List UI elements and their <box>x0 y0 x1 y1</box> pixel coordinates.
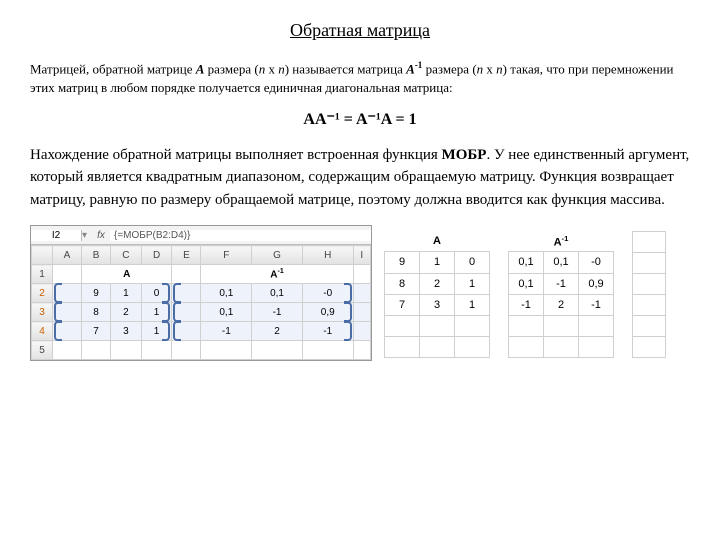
row-hdr[interactable]: 3 <box>32 303 53 322</box>
cell[interactable]: 0,1 <box>201 284 252 303</box>
cell: 1 <box>455 273 490 294</box>
cell[interactable]: 2 <box>111 303 142 322</box>
cell[interactable]: 1 <box>111 284 142 303</box>
t: -1 <box>323 326 332 337</box>
t: 0,9 <box>321 307 335 318</box>
formula-bar: I2 ▾ fx {=МОБР(B2:D4)} <box>31 226 371 245</box>
cell: 1 <box>455 294 490 315</box>
cell[interactable]: 0 <box>141 284 172 303</box>
excel-screenshot: I2 ▾ fx {=МОБР(B2:D4)} A B C D E F G H I… <box>30 225 372 361</box>
cell[interactable]: 1 <box>141 322 172 341</box>
body-paragraph: Нахождение обратной матрицы выполняет вс… <box>30 144 690 212</box>
t: -1 <box>562 234 569 243</box>
col-hdr[interactable]: G <box>252 246 303 265</box>
t: 1 <box>154 307 160 318</box>
col-hdr[interactable]: H <box>302 246 353 265</box>
cell: 9 <box>385 252 420 273</box>
col-hdr[interactable]: B <box>82 246 111 265</box>
label-A: A <box>82 265 172 284</box>
row-2: 2 9 1 0 0,1 0,1 -0 <box>32 284 371 303</box>
row-hdr[interactable]: 2 <box>32 284 53 303</box>
t: Матрицей, обратной матрице <box>30 61 196 76</box>
t: 1 <box>154 326 160 337</box>
cell[interactable]: 7 <box>82 322 111 341</box>
corner[interactable] <box>32 246 53 265</box>
right-tables: A 910 821 731 A-1 0,10,1-0 0,1-10,9 -12-… <box>384 225 666 358</box>
col-hdr[interactable]: F <box>201 246 252 265</box>
row-4: 4 7 3 1 -1 2 -1 <box>32 322 371 341</box>
hdr-Ainv: A-1 <box>509 231 614 252</box>
label-Ainv: A-1 <box>201 265 353 284</box>
name-box[interactable]: I2 <box>31 230 82 241</box>
row-hdr[interactable]: 5 <box>32 341 53 360</box>
cell[interactable]: 8 <box>82 303 111 322</box>
cell: -1 <box>579 294 614 315</box>
cell[interactable]: 1 <box>141 303 172 322</box>
col-hdr[interactable]: A <box>53 246 82 265</box>
cell[interactable]: 0,9 <box>302 303 353 322</box>
t: размера ( <box>422 61 476 76</box>
cell[interactable]: -0 <box>302 284 353 303</box>
cell: 7 <box>385 294 420 315</box>
intro-paragraph: Матрицей, обратной матрице A размера (n … <box>30 59 690 97</box>
row-hdr[interactable]: 1 <box>32 265 53 284</box>
t: A <box>554 237 562 249</box>
col-hdr[interactable]: C <box>111 246 142 265</box>
t: Нахождение обратной матрицы выполняет вс… <box>30 147 442 163</box>
page-title: Обратная матрица <box>30 20 690 41</box>
function-name: МОБР <box>442 147 487 163</box>
cell: -1 <box>544 273 579 294</box>
empty-grid <box>632 231 666 358</box>
row-5: 5 <box>32 341 371 360</box>
cell[interactable]: -1 <box>201 322 252 341</box>
cell: 1 <box>420 252 455 273</box>
cell: 2 <box>544 294 579 315</box>
t: размера ( <box>204 61 258 76</box>
fx-button[interactable]: fx <box>92 230 110 241</box>
cell: 2 <box>420 273 455 294</box>
cell[interactable]: -1 <box>252 303 303 322</box>
cell[interactable]: -1 <box>302 322 353 341</box>
cell[interactable]: 0,1 <box>201 303 252 322</box>
cell: 0,9 <box>579 273 614 294</box>
t: x <box>265 61 278 76</box>
t: A <box>270 269 277 280</box>
cell: -0 <box>579 252 614 273</box>
figures-row: I2 ▾ fx {=МОБР(B2:D4)} A B C D E F G H I… <box>30 225 690 361</box>
row-hdr[interactable]: 4 <box>32 322 53 341</box>
t: A <box>406 61 415 76</box>
cell: 8 <box>385 273 420 294</box>
cell[interactable]: 2 <box>252 322 303 341</box>
cell: 0 <box>455 252 490 273</box>
spreadsheet-grid[interactable]: A B C D E F G H I 1 A A-1 2 9 <box>31 245 371 360</box>
col-hdr[interactable]: E <box>172 246 201 265</box>
t: x <box>483 61 496 76</box>
cell: 0,1 <box>509 252 544 273</box>
cell: 3 <box>420 294 455 315</box>
t: 0 <box>154 288 160 299</box>
col-headers: A B C D E F G H I <box>32 246 371 265</box>
matrix-Ainv-clean: A-1 0,10,1-0 0,1-10,9 -12-1 <box>508 231 614 358</box>
hdr-A: A <box>385 231 490 252</box>
matrix-A-clean: A 910 821 731 <box>384 231 490 358</box>
cell: 0,1 <box>544 252 579 273</box>
col-hdr[interactable]: I <box>353 246 370 265</box>
dropdown-icon[interactable]: ▾ <box>82 230 92 241</box>
t: -0 <box>323 288 332 299</box>
cell[interactable]: 3 <box>111 322 142 341</box>
t: ) называется матрица <box>285 61 406 76</box>
row-1: 1 A A-1 <box>32 265 371 284</box>
t: -1 <box>278 268 284 275</box>
cell: 0,1 <box>509 273 544 294</box>
cell[interactable]: 0,1 <box>252 284 303 303</box>
cell: -1 <box>509 294 544 315</box>
cell[interactable]: 9 <box>82 284 111 303</box>
formula: AA⁻¹ = A⁻¹A = 1 <box>30 109 690 129</box>
col-hdr[interactable]: D <box>141 246 172 265</box>
row-3: 3 8 2 1 0,1 -1 0,9 <box>32 303 371 322</box>
formula-input[interactable]: {=МОБР(B2:D4)} <box>110 230 371 241</box>
